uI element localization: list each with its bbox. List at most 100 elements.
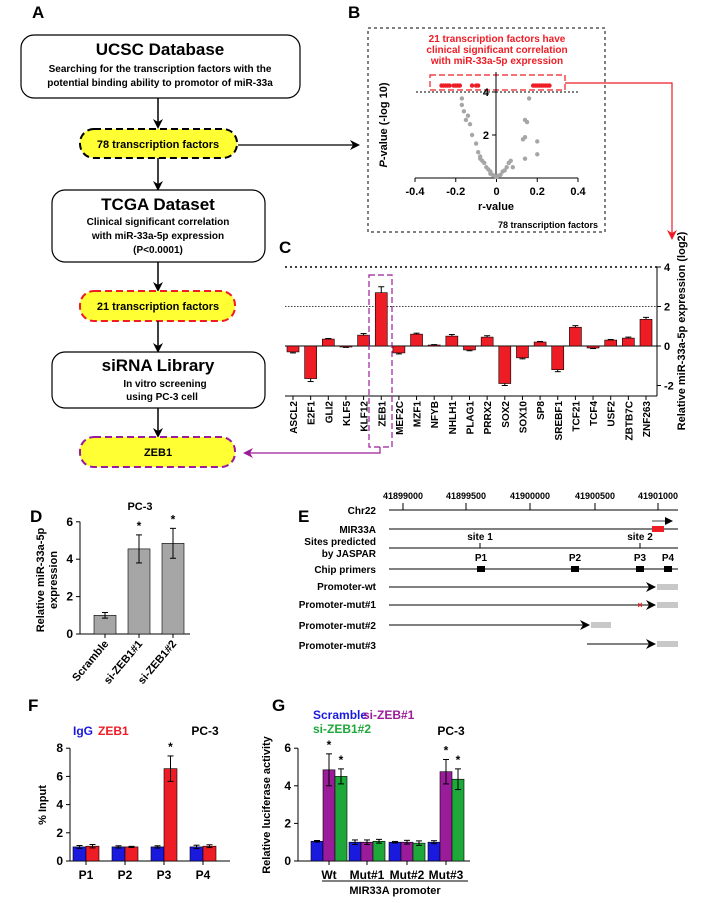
f-bar-chart: 0 2 4 6 8 P1 P2 * P3 P4 bbox=[56, 740, 230, 882]
c-zeb1-highlight bbox=[368, 274, 393, 448]
b-point bbox=[465, 113, 471, 118]
c-category-label: KLF5 bbox=[342, 401, 353, 426]
g-category-label: Mut#3 bbox=[429, 868, 464, 882]
c-category-label: NHLH1 bbox=[448, 401, 459, 435]
b-point bbox=[522, 156, 528, 161]
e-track-sites-1: Sites predicted bbox=[304, 537, 376, 548]
c-ylabel: Relative miR-33a-5p expression (log2) bbox=[676, 231, 688, 430]
g-ylabel: Relative luciferase activity bbox=[261, 735, 273, 873]
panel-f: IgG ZEB1 PC-3 % Input 0 2 4 6 8 P1 P2 * P3 P4 bbox=[37, 724, 230, 882]
c-bar-gli2 bbox=[321, 338, 335, 347]
b-annotation-1: 21 transcription factors have bbox=[429, 34, 566, 45]
d-y-tick-label: 6 bbox=[66, 515, 73, 529]
c-category-label: KLF12 bbox=[360, 401, 371, 432]
tcga-line1: Clinical significant correlation bbox=[87, 217, 230, 228]
g-category-label: Mut#2 bbox=[390, 868, 425, 882]
e-mut1-reporter bbox=[657, 602, 678, 608]
c-bar-zeb1 bbox=[374, 292, 388, 347]
f-significance-marker: * bbox=[168, 740, 173, 754]
b-significant-point bbox=[457, 83, 463, 88]
b-point bbox=[504, 165, 509, 170]
b-ylabel: P-value (-log 10) bbox=[378, 82, 390, 167]
e-primer-p2 bbox=[571, 566, 579, 572]
b-point bbox=[473, 141, 479, 146]
c-category-label: ZBTB7C bbox=[624, 401, 635, 440]
f-y-tick-label: 8 bbox=[56, 741, 63, 755]
c-bar-zbtb7c bbox=[622, 337, 635, 347]
arrow-b-to-c bbox=[565, 82, 677, 240]
b-significant-point bbox=[469, 83, 475, 88]
e-construct-mut3: Promoter-mut#3 bbox=[299, 641, 377, 652]
e-primer-label: P3 bbox=[634, 553, 647, 564]
c-bar-ascl2 bbox=[286, 345, 300, 353]
ucsc-box bbox=[20, 34, 301, 99]
f-bar bbox=[111, 846, 126, 862]
b-point bbox=[463, 117, 469, 123]
b-significant-point bbox=[537, 83, 542, 88]
c-category-label: SOX10 bbox=[518, 401, 529, 434]
g-bar bbox=[451, 778, 465, 862]
e-coord-label: 41899000 bbox=[383, 491, 423, 501]
f-bar bbox=[72, 846, 87, 862]
arrow-c-to-zeb1 bbox=[243, 447, 381, 458]
b-point bbox=[524, 119, 530, 125]
tcga-title: TCGA Dataset bbox=[101, 195, 215, 214]
ucsc-line1: Searching for the transcription factors … bbox=[49, 64, 272, 75]
f-y-tick-label: 6 bbox=[56, 769, 63, 783]
c-bar-tcf4 bbox=[586, 345, 600, 349]
f-y-tick-label: 2 bbox=[56, 826, 63, 840]
b-xlabel: r-value bbox=[478, 201, 514, 213]
b-footnote: 78 transcription factors bbox=[498, 220, 598, 230]
e-mir33a-gene bbox=[652, 526, 664, 532]
f-bar bbox=[85, 845, 100, 862]
d-significance-marker: * bbox=[137, 519, 142, 533]
tf78-label: 78 transcription factors bbox=[97, 139, 219, 151]
g-significance-marker: * bbox=[456, 753, 461, 767]
ucsc-title: UCSC Database bbox=[96, 40, 225, 59]
b-point bbox=[482, 160, 487, 166]
b-annotation-3: with miR-33a-5p expression bbox=[430, 56, 563, 67]
e-primer-label: P2 bbox=[569, 553, 582, 564]
e-primer-p3 bbox=[636, 566, 644, 572]
b-significant-point bbox=[547, 83, 552, 88]
e-primer-p1 bbox=[477, 566, 485, 572]
panel-b: 21 transcription factors have clinical s… bbox=[367, 27, 677, 240]
e-coord-label: 41900000 bbox=[510, 491, 550, 501]
c-bar-nfyb bbox=[427, 344, 441, 347]
g-bar bbox=[348, 841, 362, 862]
d-y-tick-label: 0 bbox=[66, 627, 73, 641]
e-track-primers: Chip primers bbox=[314, 565, 376, 576]
c-bar-usf2 bbox=[604, 339, 618, 347]
f-legend-zeb1: ZEB1 bbox=[98, 724, 129, 738]
g-xlabel: MIR33A promoter bbox=[349, 885, 441, 897]
b-point bbox=[461, 109, 467, 114]
b-x-tick-label: 0.4 bbox=[570, 186, 586, 198]
panel-d: PC-3 Relative miR-33a-5p expression 0 2 4 6… bbox=[35, 501, 190, 687]
c-category-label: E2F1 bbox=[307, 401, 318, 425]
d-significance-marker: * bbox=[171, 512, 176, 526]
e-coord-label: 41899500 bbox=[446, 491, 486, 501]
b-point bbox=[535, 152, 540, 157]
g-legend-si-zeb2: si-ZEB1#2 bbox=[313, 722, 371, 736]
c-category-label: TCF4 bbox=[589, 401, 600, 426]
b-point bbox=[498, 172, 503, 177]
c-bar-mzf1 bbox=[410, 333, 423, 347]
c-bar-sox10 bbox=[516, 345, 529, 359]
f-bar bbox=[163, 768, 178, 862]
c-bar-mef2c bbox=[392, 345, 406, 354]
tf78-box bbox=[79, 128, 238, 159]
c-bar-klf12 bbox=[357, 334, 370, 347]
g-significance-marker: * bbox=[327, 738, 332, 752]
c-category-label: ASCL2 bbox=[289, 401, 300, 434]
b-point bbox=[502, 168, 507, 173]
f-legend-igg: IgG bbox=[73, 724, 93, 738]
b-point bbox=[535, 139, 540, 144]
g-legend-si-zeb1: si-ZEB#1 bbox=[363, 708, 415, 722]
c-bar-sp8 bbox=[533, 341, 547, 347]
panel-label-c: C bbox=[279, 238, 291, 257]
g-bar bbox=[334, 776, 348, 862]
e-track-sites-2: by JASPAR bbox=[322, 549, 377, 560]
panel-c: 4 2 0 -2 ASCL2 E2F1 GLI2 KLF5 KLF12 ZEB1 MEF2C MZF1… bbox=[243, 231, 688, 458]
panel-label-g: G bbox=[272, 696, 285, 715]
